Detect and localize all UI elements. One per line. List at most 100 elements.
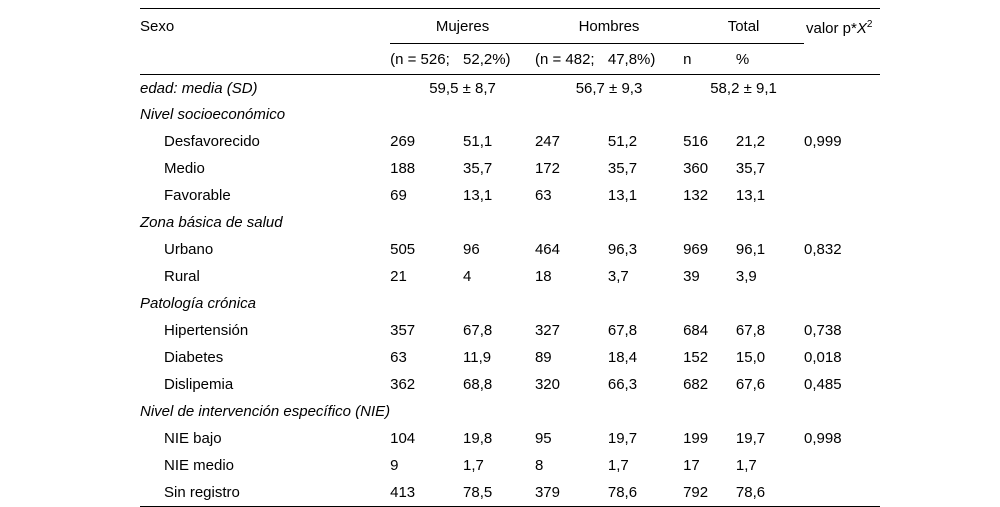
section-title: Zona básica de salud bbox=[140, 209, 390, 236]
cell-hombres-pct: 1,7 bbox=[608, 452, 683, 479]
cell-hombres-n: 8 bbox=[535, 452, 608, 479]
cell-pvalue: 0,832 bbox=[804, 236, 880, 263]
edad-total: 58,2 ± 9,1 bbox=[683, 75, 804, 101]
cell-mujeres-n: 357 bbox=[390, 317, 463, 344]
cell-total-n: 199 bbox=[683, 425, 736, 452]
cell-mujeres-n: 505 bbox=[390, 236, 463, 263]
edad-pvalue bbox=[804, 75, 880, 101]
cell-total-pct: 19,7 bbox=[736, 425, 804, 452]
cell-total-pct: 1,7 bbox=[736, 452, 804, 479]
header-row-groups: Sexo Mujeres Hombres Total valor p*X2 bbox=[140, 9, 880, 44]
edad-hombres: 56,7 ± 9,3 bbox=[535, 75, 683, 101]
document-sheet: Sexo Mujeres Hombres Total valor p*X2 (n… bbox=[0, 0, 1000, 471]
section-title-row: Nivel de intervención específico (NIE) bbox=[140, 398, 880, 425]
row-label: Medio bbox=[140, 155, 390, 182]
cell-mujeres-pct: 96 bbox=[463, 236, 535, 263]
cell-hombres-pct: 13,1 bbox=[608, 182, 683, 209]
row-label: Sin registro bbox=[140, 479, 390, 507]
section-title-row: Nivel socioeconómico bbox=[140, 101, 880, 128]
cell-hombres-n: 18 bbox=[535, 263, 608, 290]
row-label: NIE bajo bbox=[140, 425, 390, 452]
cell-pvalue: 0,998 bbox=[804, 425, 880, 452]
cell-mujeres-pct: 19,8 bbox=[463, 425, 535, 452]
cell-mujeres-pct: 78,5 bbox=[463, 479, 535, 507]
header-pvalue-prefix: valor p* bbox=[806, 20, 857, 37]
characteristics-table: Sexo Mujeres Hombres Total valor p*X2 (n… bbox=[140, 8, 880, 507]
header-hombres-n: (n = 482; bbox=[535, 44, 608, 75]
header-row-counts: (n = 526; 52,2%) (n = 482; 47,8%) n % bbox=[140, 44, 880, 75]
cell-mujeres-pct: 67,8 bbox=[463, 317, 535, 344]
header-pvalue-blank bbox=[804, 44, 880, 75]
row-label: Favorable bbox=[140, 182, 390, 209]
cell-total-n: 969 bbox=[683, 236, 736, 263]
cell-hombres-n: 95 bbox=[535, 425, 608, 452]
cell-hombres-n: 320 bbox=[535, 371, 608, 398]
header-pvalue-x: X bbox=[857, 20, 867, 37]
cell-hombres-n: 327 bbox=[535, 317, 608, 344]
cell-total-pct: 67,6 bbox=[736, 371, 804, 398]
section-title: Nivel de intervención específico (NIE) bbox=[140, 398, 390, 425]
cell-hombres-n: 247 bbox=[535, 128, 608, 155]
cell-total-pct: 35,7 bbox=[736, 155, 804, 182]
table-row: NIE medio 9 1,7 8 1,7 17 1,7 bbox=[140, 452, 880, 479]
cell-hombres-n: 89 bbox=[535, 344, 608, 371]
cell-total-n: 792 bbox=[683, 479, 736, 507]
edad-mujeres: 59,5 ± 8,7 bbox=[390, 75, 535, 101]
header-blank bbox=[140, 44, 390, 75]
cell-hombres-n: 172 bbox=[535, 155, 608, 182]
row-edad-media: edad: media (SD) 59,5 ± 8,7 56,7 ± 9,3 5… bbox=[140, 75, 880, 101]
cell-total-pct: 67,8 bbox=[736, 317, 804, 344]
cell-mujeres-pct: 51,1 bbox=[463, 128, 535, 155]
cell-hombres-pct: 18,4 bbox=[608, 344, 683, 371]
cell-total-n: 516 bbox=[683, 128, 736, 155]
table-row: Dislipemia 362 68,8 320 66,3 682 67,6 0,… bbox=[140, 371, 880, 398]
cell-total-n: 132 bbox=[683, 182, 736, 209]
row-label: NIE medio bbox=[140, 452, 390, 479]
cell-total-pct: 13,1 bbox=[736, 182, 804, 209]
cell-total-n: 682 bbox=[683, 371, 736, 398]
header-mujeres-n: (n = 526; bbox=[390, 44, 463, 75]
cell-mujeres-pct: 11,9 bbox=[463, 344, 535, 371]
cell-total-n: 152 bbox=[683, 344, 736, 371]
cell-mujeres-n: 69 bbox=[390, 182, 463, 209]
header-total-pct: % bbox=[736, 44, 804, 75]
header-hombres: Hombres bbox=[535, 9, 683, 44]
table-row: NIE bajo 104 19,8 95 19,7 199 19,7 0,998 bbox=[140, 425, 880, 452]
row-label: Urbano bbox=[140, 236, 390, 263]
cell-hombres-pct: 96,3 bbox=[608, 236, 683, 263]
table-row: Medio 188 35,7 172 35,7 360 35,7 bbox=[140, 155, 880, 182]
cell-hombres-pct: 66,3 bbox=[608, 371, 683, 398]
cell-mujeres-n: 362 bbox=[390, 371, 463, 398]
header-total: Total bbox=[683, 9, 804, 44]
cell-hombres-pct: 78,6 bbox=[608, 479, 683, 507]
cell-hombres-n: 63 bbox=[535, 182, 608, 209]
cell-mujeres-pct: 68,8 bbox=[463, 371, 535, 398]
table-row: Favorable 69 13,1 63 13,1 132 13,1 bbox=[140, 182, 880, 209]
cell-total-n: 17 bbox=[683, 452, 736, 479]
header-hombres-pct: 47,8%) bbox=[608, 44, 683, 75]
table-row: Sin registro 413 78,5 379 78,6 792 78,6 bbox=[140, 479, 880, 507]
cell-total-pct: 15,0 bbox=[736, 344, 804, 371]
section-title: Nivel socioeconómico bbox=[140, 101, 390, 128]
cell-hombres-pct: 19,7 bbox=[608, 425, 683, 452]
header-pvalue: valor p*X2 bbox=[804, 9, 880, 44]
table-row: Desfavorecido 269 51,1 247 51,2 516 21,2… bbox=[140, 128, 880, 155]
row-label: Rural bbox=[140, 263, 390, 290]
cell-pvalue bbox=[804, 479, 880, 507]
cell-pvalue: 0,018 bbox=[804, 344, 880, 371]
cell-total-pct: 78,6 bbox=[736, 479, 804, 507]
cell-mujeres-pct: 13,1 bbox=[463, 182, 535, 209]
header-pvalue-exponent: 2 bbox=[867, 19, 873, 30]
row-label: Hipertensión bbox=[140, 317, 390, 344]
cell-mujeres-n: 413 bbox=[390, 479, 463, 507]
section-title-row: Patología crónica bbox=[140, 290, 880, 317]
header-mujeres: Mujeres bbox=[390, 9, 535, 44]
row-label: Dislipemia bbox=[140, 371, 390, 398]
cell-pvalue bbox=[804, 182, 880, 209]
cell-pvalue bbox=[804, 263, 880, 290]
section-title: Patología crónica bbox=[140, 290, 390, 317]
cell-total-n: 360 bbox=[683, 155, 736, 182]
cell-mujeres-n: 9 bbox=[390, 452, 463, 479]
table-row: Hipertensión 357 67,8 327 67,8 684 67,8 … bbox=[140, 317, 880, 344]
cell-total-pct: 96,1 bbox=[736, 236, 804, 263]
